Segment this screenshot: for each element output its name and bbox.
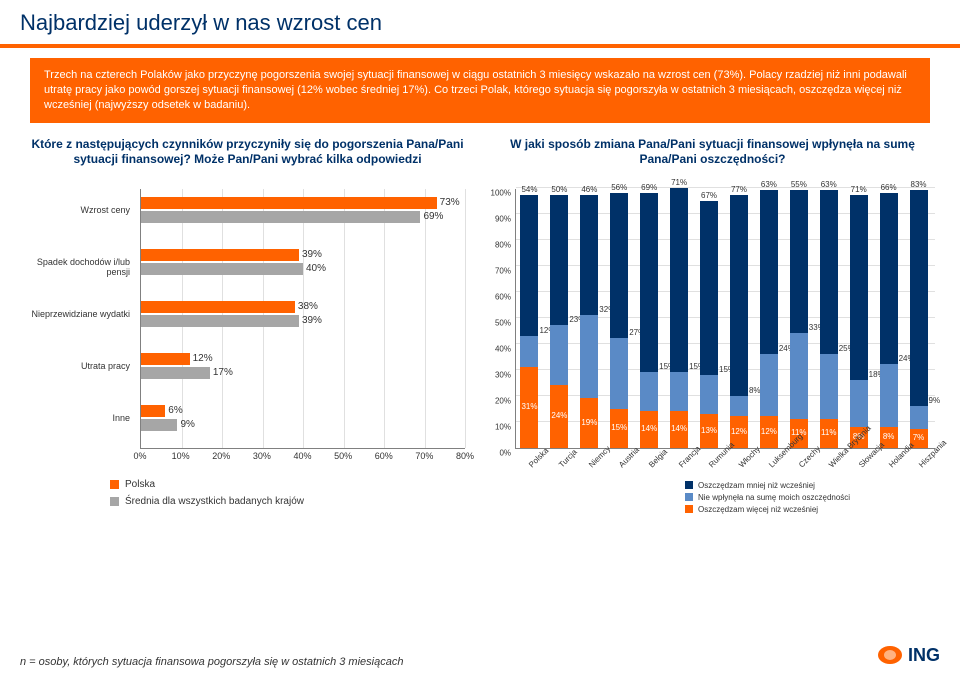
hbar-value-label: 40% xyxy=(306,263,326,274)
hbar-xtick: 70% xyxy=(415,451,433,461)
page-title: Najbardziej uderzył w nas wzrost cen xyxy=(0,0,960,44)
logo-text: ING xyxy=(908,645,940,666)
stacked-value-label: 71% xyxy=(850,185,868,194)
hbar-legend-item: Średnia dla wszystkich badanych krajów xyxy=(110,496,304,507)
hbar-value-label: 9% xyxy=(180,419,194,430)
stacked-country-label: Polska xyxy=(527,446,550,469)
charts-row: Które z następujących czynników przyczyn… xyxy=(0,137,960,509)
stacked-ytick: 100% xyxy=(491,188,511,197)
stacked-value-label: 9% xyxy=(928,396,950,405)
hbar-value-label: 12% xyxy=(193,353,213,364)
stacked-value-label: 50% xyxy=(550,185,568,194)
hbar-xtick: 40% xyxy=(293,451,311,461)
stacked-value-label: 63% xyxy=(760,180,778,189)
hbar-xtick: 60% xyxy=(375,451,393,461)
stacked-ytick: 80% xyxy=(495,240,511,249)
stacked-value-label: 46% xyxy=(580,185,598,194)
hbar-chart-col: Które z następujących czynników przyczyn… xyxy=(20,137,475,509)
stacked-chart-col: W jaki sposób zmiana Pana/Pani sytuacji … xyxy=(485,137,940,509)
stacked-value-label: 12% xyxy=(730,427,748,436)
hbar-category-label: Spadek dochodów i/lub pensji xyxy=(20,257,135,277)
hbar-bar xyxy=(141,419,177,431)
hbar-bar xyxy=(141,353,190,365)
stacked-ytick: 20% xyxy=(495,396,511,405)
hbar-category-label: Wzrost ceny xyxy=(20,205,135,215)
hbar-legend-item: Polska xyxy=(110,479,304,490)
hbar-title: Które z następujących czynników przyczyn… xyxy=(20,137,475,183)
hbar-bar xyxy=(141,211,420,223)
hbar-value-label: 39% xyxy=(302,249,322,260)
stacked-value-label: 77% xyxy=(730,185,748,194)
hbar-value-label: 17% xyxy=(213,367,233,378)
stacked-title: W jaki sposób zmiana Pana/Pani sytuacji … xyxy=(485,137,940,183)
hbar-xtick: 0% xyxy=(133,451,146,461)
stacked-legend-item: Oszczędzam mniej niż wcześniej xyxy=(685,481,850,490)
stacked-country-label: Belgia xyxy=(647,447,669,469)
stacked-value-label: 14% xyxy=(640,424,658,433)
lion-icon xyxy=(876,644,904,666)
stacked-chart: 0% 10% 20% 30% 40% 50% 60% 70% 80% 90% 100% 31% 12%… xyxy=(485,189,940,509)
hbar-xtick: 10% xyxy=(172,451,190,461)
info-box: Trzech na czterech Polaków jako przyczyn… xyxy=(30,58,930,123)
divider-orange xyxy=(0,44,960,48)
stacked-value-label: 63% xyxy=(820,180,838,189)
stacked-value-label: 19% xyxy=(580,418,598,427)
hbar-bar xyxy=(141,249,299,261)
stacked-value-label: 11% xyxy=(820,428,838,437)
hbar-xtick: 50% xyxy=(334,451,352,461)
stacked-value-label: 54% xyxy=(520,185,538,194)
hbar-category-label: Utrata pracy xyxy=(20,361,135,371)
stacked-ytick: 30% xyxy=(495,370,511,379)
stacked-value-label: 56% xyxy=(610,183,628,192)
hbar-value-label: 73% xyxy=(440,197,460,208)
stacked-ytick: 50% xyxy=(495,318,511,327)
stacked-value-label: 8% xyxy=(880,432,898,441)
stacked-value-label: 24% xyxy=(550,411,568,420)
hbar-bar xyxy=(141,301,295,313)
footer-note: n = osoby, których sytuacja finansowa po… xyxy=(20,656,403,668)
hbar-bar xyxy=(141,263,303,275)
stacked-ytick: 60% xyxy=(495,292,511,301)
hbar-bar xyxy=(141,315,299,327)
stacked-country-label: Turcja xyxy=(557,447,579,469)
stacked-value-label: 66% xyxy=(880,183,898,192)
stacked-value-label: 7% xyxy=(910,433,928,442)
stacked-legend: Oszczędzam mniej niż wcześniej Nie wpłynę… xyxy=(685,481,850,517)
ing-logo: ING xyxy=(876,644,940,666)
stacked-legend-item: Oszczędzam więcej niż wcześniej xyxy=(685,505,850,514)
hbar-xtick: 30% xyxy=(253,451,271,461)
hbar-chart: 73% 69% 39% 40% 38% 39% 12%17% 6% 9% 0% 10% 20% 30%… xyxy=(20,189,475,509)
stacked-value-label: 67% xyxy=(700,191,718,200)
hbar-xtick: 80% xyxy=(456,451,474,461)
stacked-value-label: 12% xyxy=(760,427,778,436)
stacked-legend-item: Nie wpłynęła na sumę moich oszczędności xyxy=(685,493,850,502)
stacked-ytick: 10% xyxy=(495,422,511,431)
hbar-category-label: Inne xyxy=(20,413,135,423)
stacked-value-label: 14% xyxy=(670,424,688,433)
stacked-value-label: 83% xyxy=(910,180,928,189)
stacked-value-label: 31% xyxy=(520,402,538,411)
hbar-value-label: 39% xyxy=(302,315,322,326)
hbar-value-label: 6% xyxy=(168,405,182,416)
stacked-value-label: 71% xyxy=(670,178,688,187)
hbar-bar xyxy=(141,405,165,417)
stacked-ytick: 0% xyxy=(499,448,511,457)
hbar-bar xyxy=(141,197,437,209)
stacked-value-label: 55% xyxy=(790,180,808,189)
stacked-value-label: 13% xyxy=(700,426,718,435)
stacked-ytick: 40% xyxy=(495,344,511,353)
hbar-value-label: 38% xyxy=(298,301,318,312)
hbar-xtick: 20% xyxy=(212,451,230,461)
hbar-legend: Polska Średnia dla wszystkich badanych kr… xyxy=(110,479,304,513)
hbar-category-label: Nieprzewidziane wydatki xyxy=(20,309,135,319)
stacked-ytick: 70% xyxy=(495,266,511,275)
hbar-bar xyxy=(141,367,210,379)
stacked-value-label: 69% xyxy=(640,183,658,192)
hbar-value-label: 69% xyxy=(423,211,443,222)
stacked-value-label: 15% xyxy=(610,423,628,432)
stacked-ytick: 90% xyxy=(495,214,511,223)
